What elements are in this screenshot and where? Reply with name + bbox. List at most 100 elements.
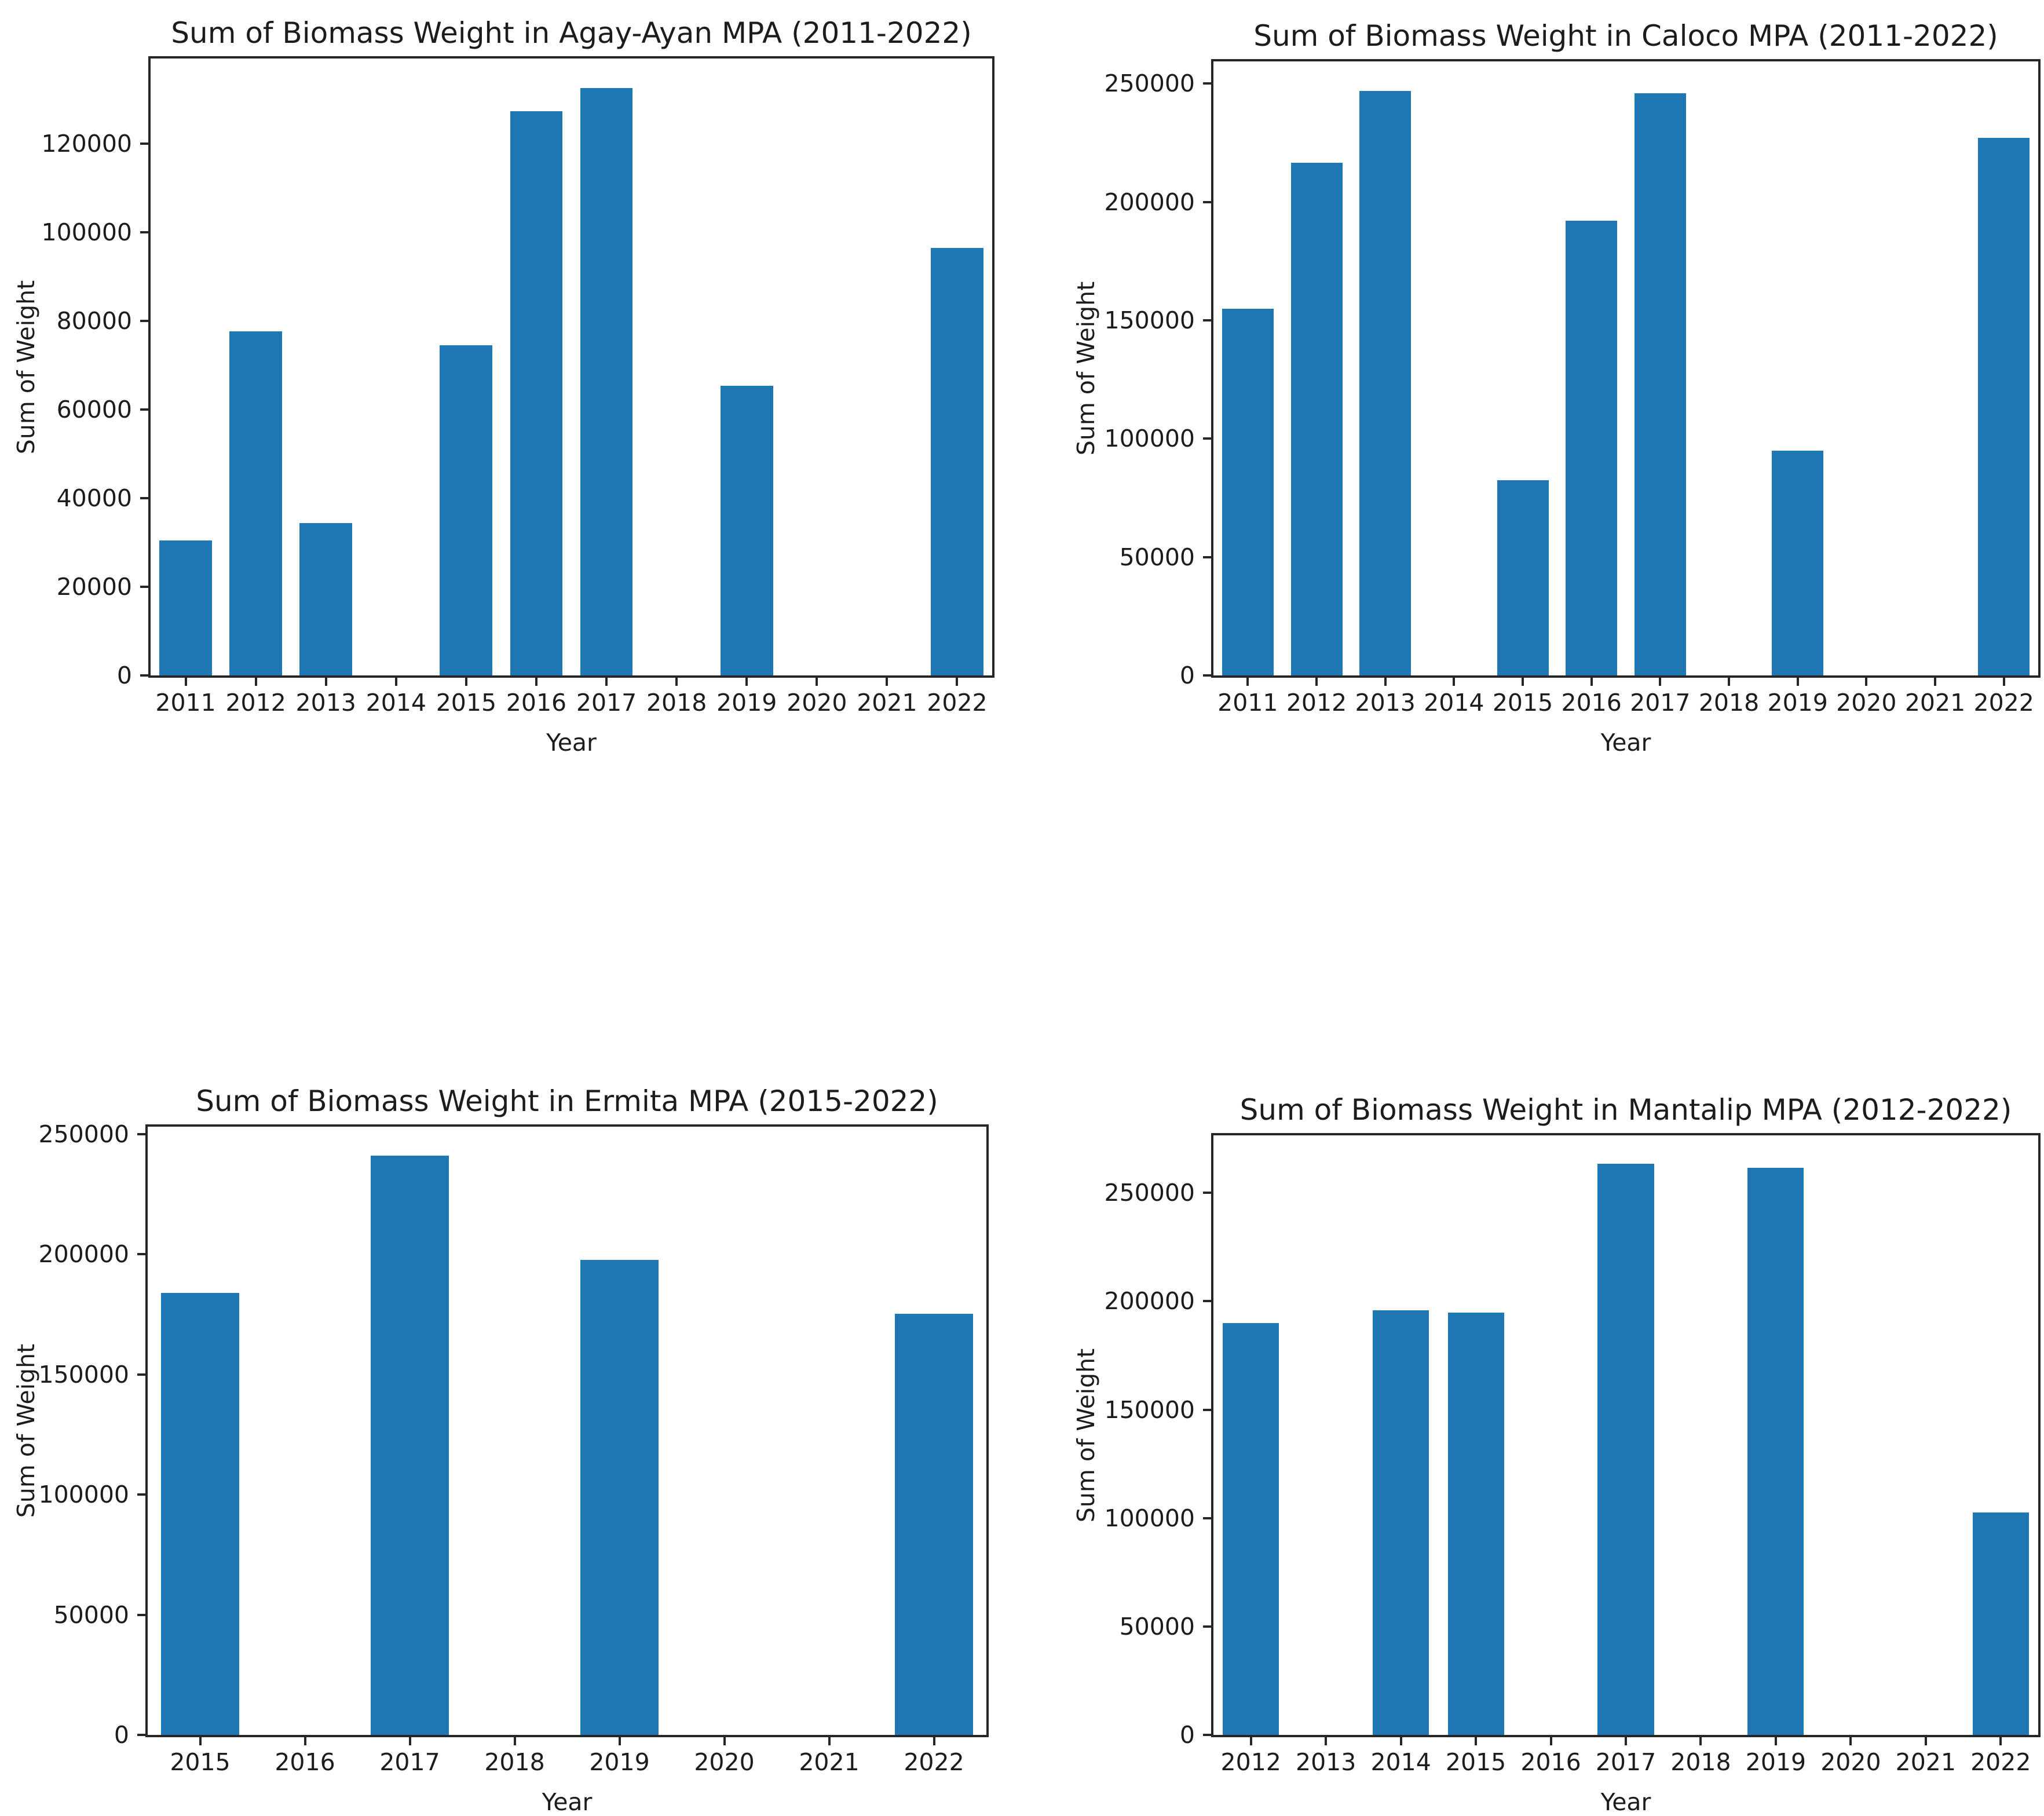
x-tick-mark <box>1325 1737 1328 1745</box>
bar-2022 <box>1978 138 2030 675</box>
bar-2019 <box>720 385 773 675</box>
x-tick-label: 2017 <box>1630 689 1691 717</box>
x-tick-mark <box>1246 678 1249 686</box>
x-tick-mark <box>618 1737 621 1745</box>
y-tick-label: 60000 <box>56 395 132 423</box>
x-tick-label: 2020 <box>1820 1748 1881 1776</box>
bar-2022 <box>1972 1512 2029 1735</box>
x-tick-label: 2015 <box>1445 1748 1507 1776</box>
x-tick-mark <box>184 678 187 686</box>
x-tick-mark <box>1522 678 1524 686</box>
y-tick-label: 200000 <box>38 1240 129 1269</box>
x-tick-label: 2015 <box>436 689 497 717</box>
x-tick-mark <box>828 1737 831 1745</box>
y-tick-label: 150000 <box>1104 1395 1195 1424</box>
y-tick-mark <box>137 1493 145 1496</box>
bar-2022 <box>931 247 983 675</box>
bar-2017 <box>1634 93 1686 675</box>
bar-2012 <box>1223 1322 1279 1735</box>
y-tick-mark <box>1203 1300 1211 1303</box>
plot-area <box>1211 59 2041 678</box>
y-axis-label: Sum of Weight <box>1072 1348 1100 1522</box>
y-tick-mark <box>137 1613 145 1616</box>
bar-2019 <box>1747 1168 1804 1735</box>
x-tick-mark <box>1475 1737 1478 1745</box>
plot-area <box>1211 1133 2041 1737</box>
x-tick-mark <box>745 678 748 686</box>
x-tick-mark <box>1849 1737 1852 1745</box>
x-tick-label: 2013 <box>1296 1748 1356 1776</box>
y-tick-mark <box>137 1253 145 1256</box>
y-tick-mark <box>1203 319 1211 322</box>
y-tick-mark <box>137 1734 145 1736</box>
x-tick-label: 2011 <box>155 689 216 717</box>
x-tick-label: 2021 <box>857 689 917 717</box>
x-tick-mark <box>1315 678 1318 686</box>
x-tick-label: 2015 <box>1492 689 1553 717</box>
y-tick-mark <box>140 585 148 588</box>
x-tick-label: 2017 <box>379 1748 440 1776</box>
bar-2013 <box>299 522 353 675</box>
y-tick-mark <box>1203 674 1211 677</box>
y-tick-mark <box>1203 437 1211 440</box>
x-tick-label: 2016 <box>1520 1748 1581 1776</box>
x-tick-label: 2016 <box>1561 689 1622 717</box>
bar-2015 <box>160 1292 240 1735</box>
x-tick-mark <box>2002 678 2005 686</box>
x-axis-label: Year <box>1600 1788 1651 1816</box>
x-tick-label: 2014 <box>365 689 426 717</box>
y-tick-mark <box>1203 82 1211 85</box>
x-tick-label: 2021 <box>1904 689 1966 717</box>
x-tick-label: 2016 <box>506 689 567 717</box>
x-tick-label: 2019 <box>589 1748 650 1776</box>
y-tick-label: 0 <box>1179 662 1195 689</box>
y-tick-mark <box>140 408 148 411</box>
x-tick-mark <box>1625 1737 1627 1745</box>
y-tick-label: 80000 <box>56 306 132 335</box>
x-tick-mark <box>1384 678 1387 686</box>
x-tick-mark <box>1924 1737 1927 1745</box>
y-tick-label: 20000 <box>56 572 132 601</box>
x-tick-mark <box>1999 1737 2002 1745</box>
y-tick-mark <box>140 496 148 499</box>
bar-2019 <box>580 1259 659 1735</box>
x-tick-label: 2012 <box>225 689 286 717</box>
bar-2017 <box>370 1156 449 1735</box>
plot-area <box>148 56 994 678</box>
x-tick-label: 2018 <box>1670 1748 1731 1776</box>
y-tick-label: 0 <box>1179 1721 1195 1749</box>
x-tick-mark <box>535 678 537 686</box>
x-tick-label: 2014 <box>1370 1748 1431 1776</box>
bar-2012 <box>1290 163 1343 675</box>
x-tick-mark <box>1590 678 1593 686</box>
bar-2014 <box>1373 1310 1429 1735</box>
x-tick-mark <box>1453 678 1456 686</box>
y-tick-mark <box>1203 1517 1211 1519</box>
plot-area <box>145 1124 989 1737</box>
x-tick-mark <box>408 1737 411 1745</box>
y-tick-label: 120000 <box>41 129 132 158</box>
y-tick-label: 40000 <box>56 484 132 512</box>
x-tick-label: 2013 <box>1355 689 1416 717</box>
x-tick-mark <box>1699 1737 1702 1745</box>
y-tick-mark <box>1203 1408 1211 1411</box>
x-tick-label: 2014 <box>1424 689 1484 717</box>
y-tick-label: 250000 <box>1104 1179 1195 1207</box>
y-tick-label: 50000 <box>1119 543 1195 571</box>
x-tick-label: 2019 <box>1745 1748 1807 1776</box>
bar-2012 <box>229 331 283 675</box>
chart-title: Sum of Biomass Weight in Agay-Ayan MPA (… <box>171 16 972 50</box>
x-tick-label: 2020 <box>787 689 847 717</box>
bar-2016 <box>510 111 563 675</box>
x-tick-label: 2017 <box>576 689 637 717</box>
chart-title: Sum of Biomass Weight in Caloco MPA (201… <box>1253 19 1998 53</box>
x-tick-label: 2022 <box>927 689 988 717</box>
bar-2016 <box>1566 221 1618 675</box>
x-tick-mark <box>199 1737 202 1745</box>
y-tick-mark <box>137 1132 145 1135</box>
